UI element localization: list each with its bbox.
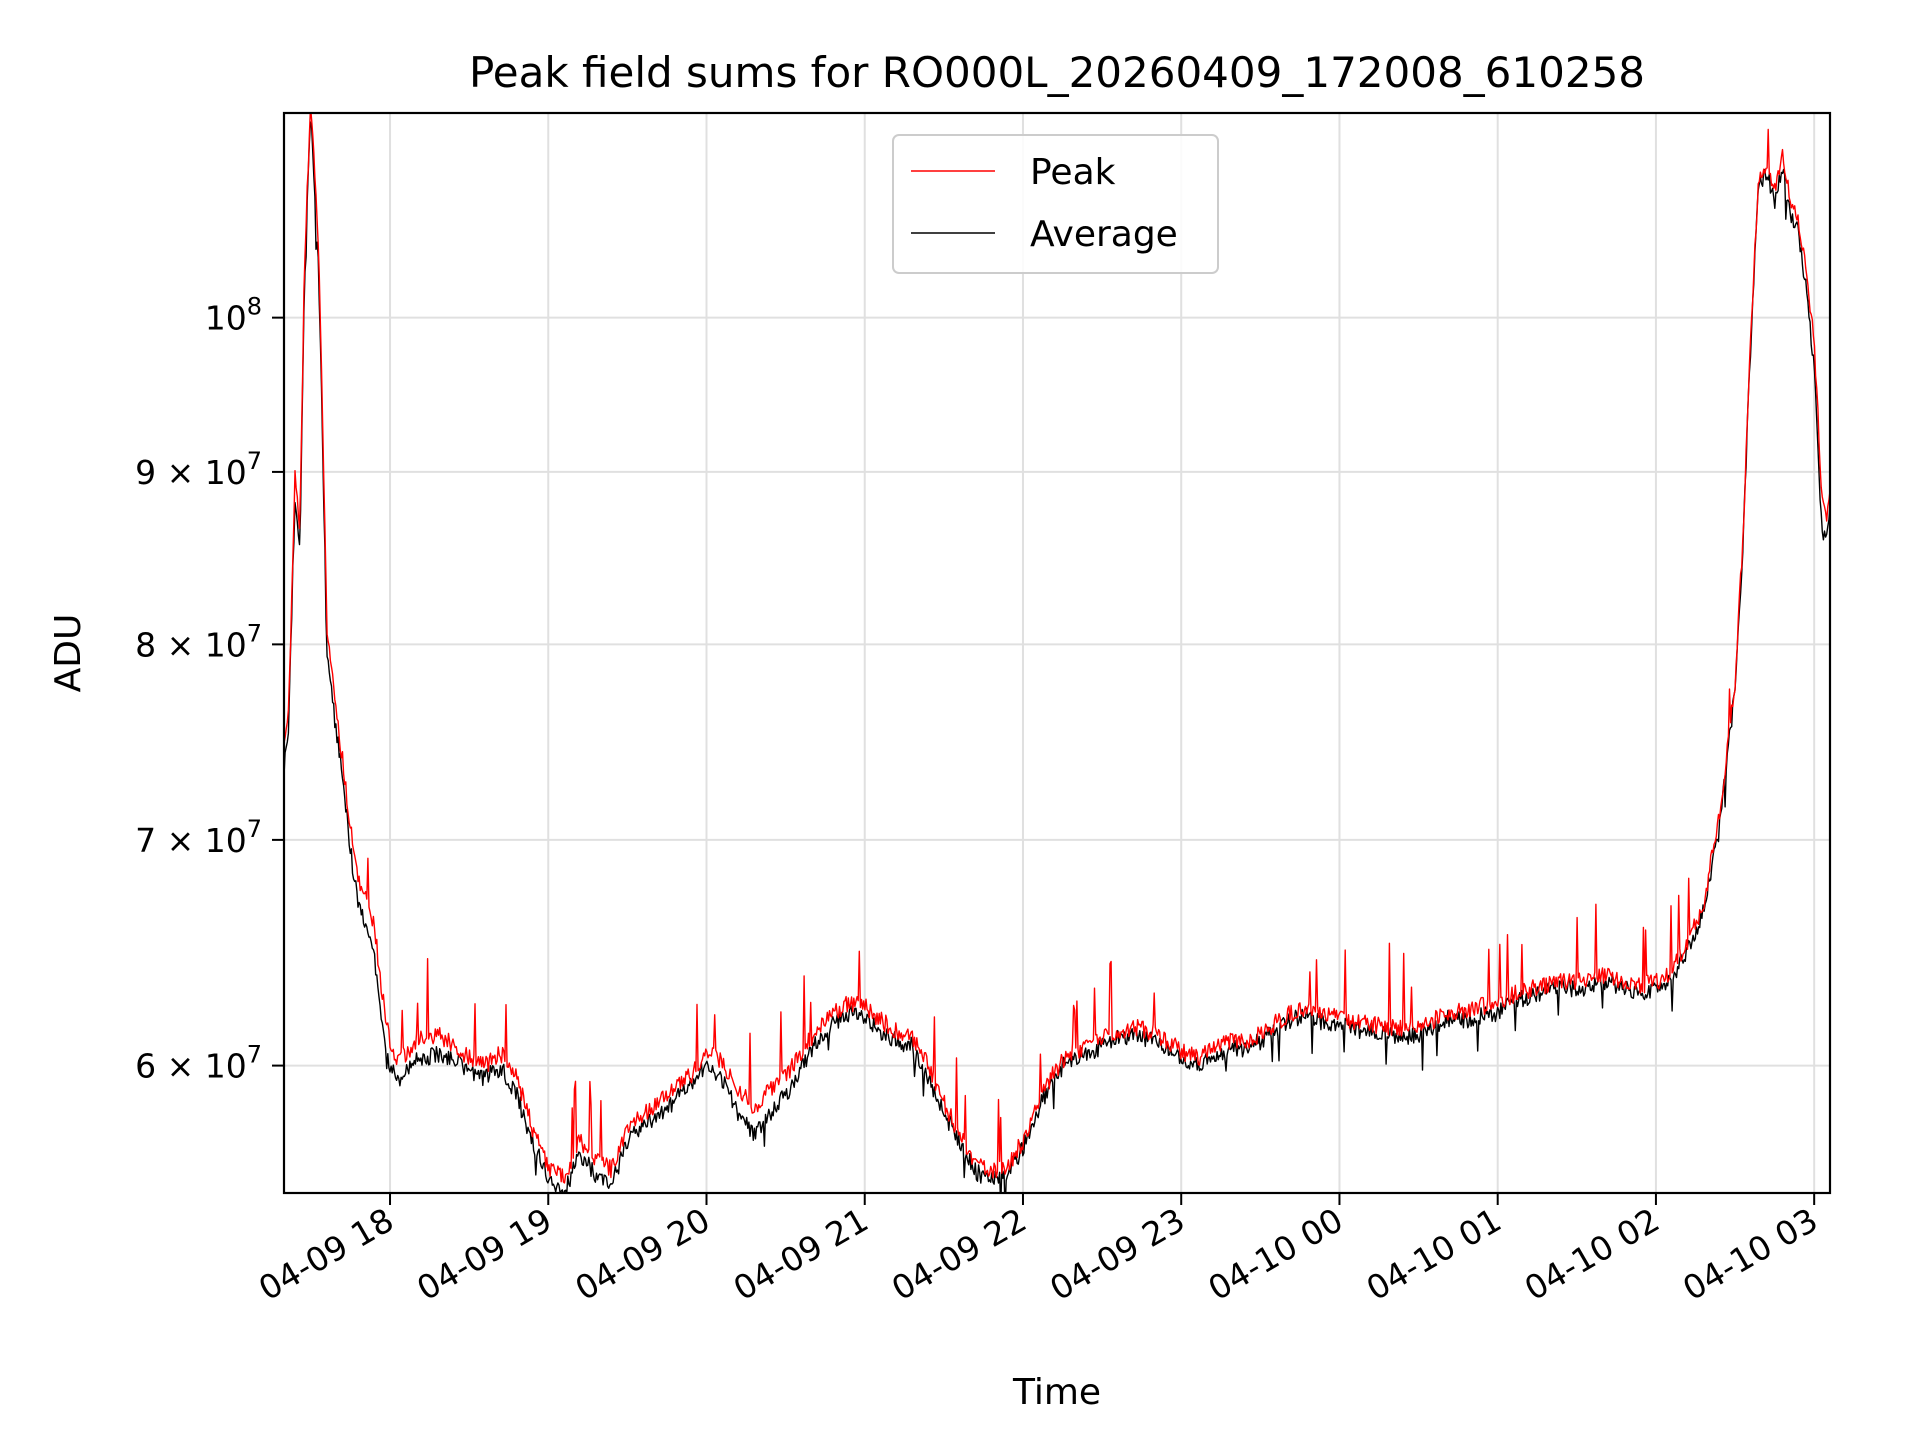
legend-label-average: Average — [1030, 214, 1178, 255]
y-tick-label: 108 — [205, 293, 262, 338]
legend-label-peak: Peak — [1030, 152, 1116, 193]
y-axis: 6 × 107 7 × 107 8 × 107 9 × 107 108 — [135, 293, 284, 1086]
legend: Peak Average — [892, 134, 1219, 274]
y-tick-label: 6 × 107 — [135, 1041, 262, 1086]
series-layer — [284, 113, 1830, 1193]
chart-title: Peak field sums for RO000L_20260409_1720… — [469, 48, 1645, 97]
y-tick-label: 8 × 107 — [135, 619, 262, 664]
x-axis-label: Time — [1012, 1372, 1101, 1413]
y-tick-label: 7 × 107 — [135, 815, 262, 860]
series-line-peak — [284, 113, 1830, 1184]
series-line-average — [284, 121, 1830, 1193]
legend-box — [892, 134, 1219, 274]
y-tick-label: 9 × 107 — [135, 447, 262, 492]
y-axis-label: ADU — [48, 614, 89, 693]
plot-frame — [282, 111, 1832, 1195]
